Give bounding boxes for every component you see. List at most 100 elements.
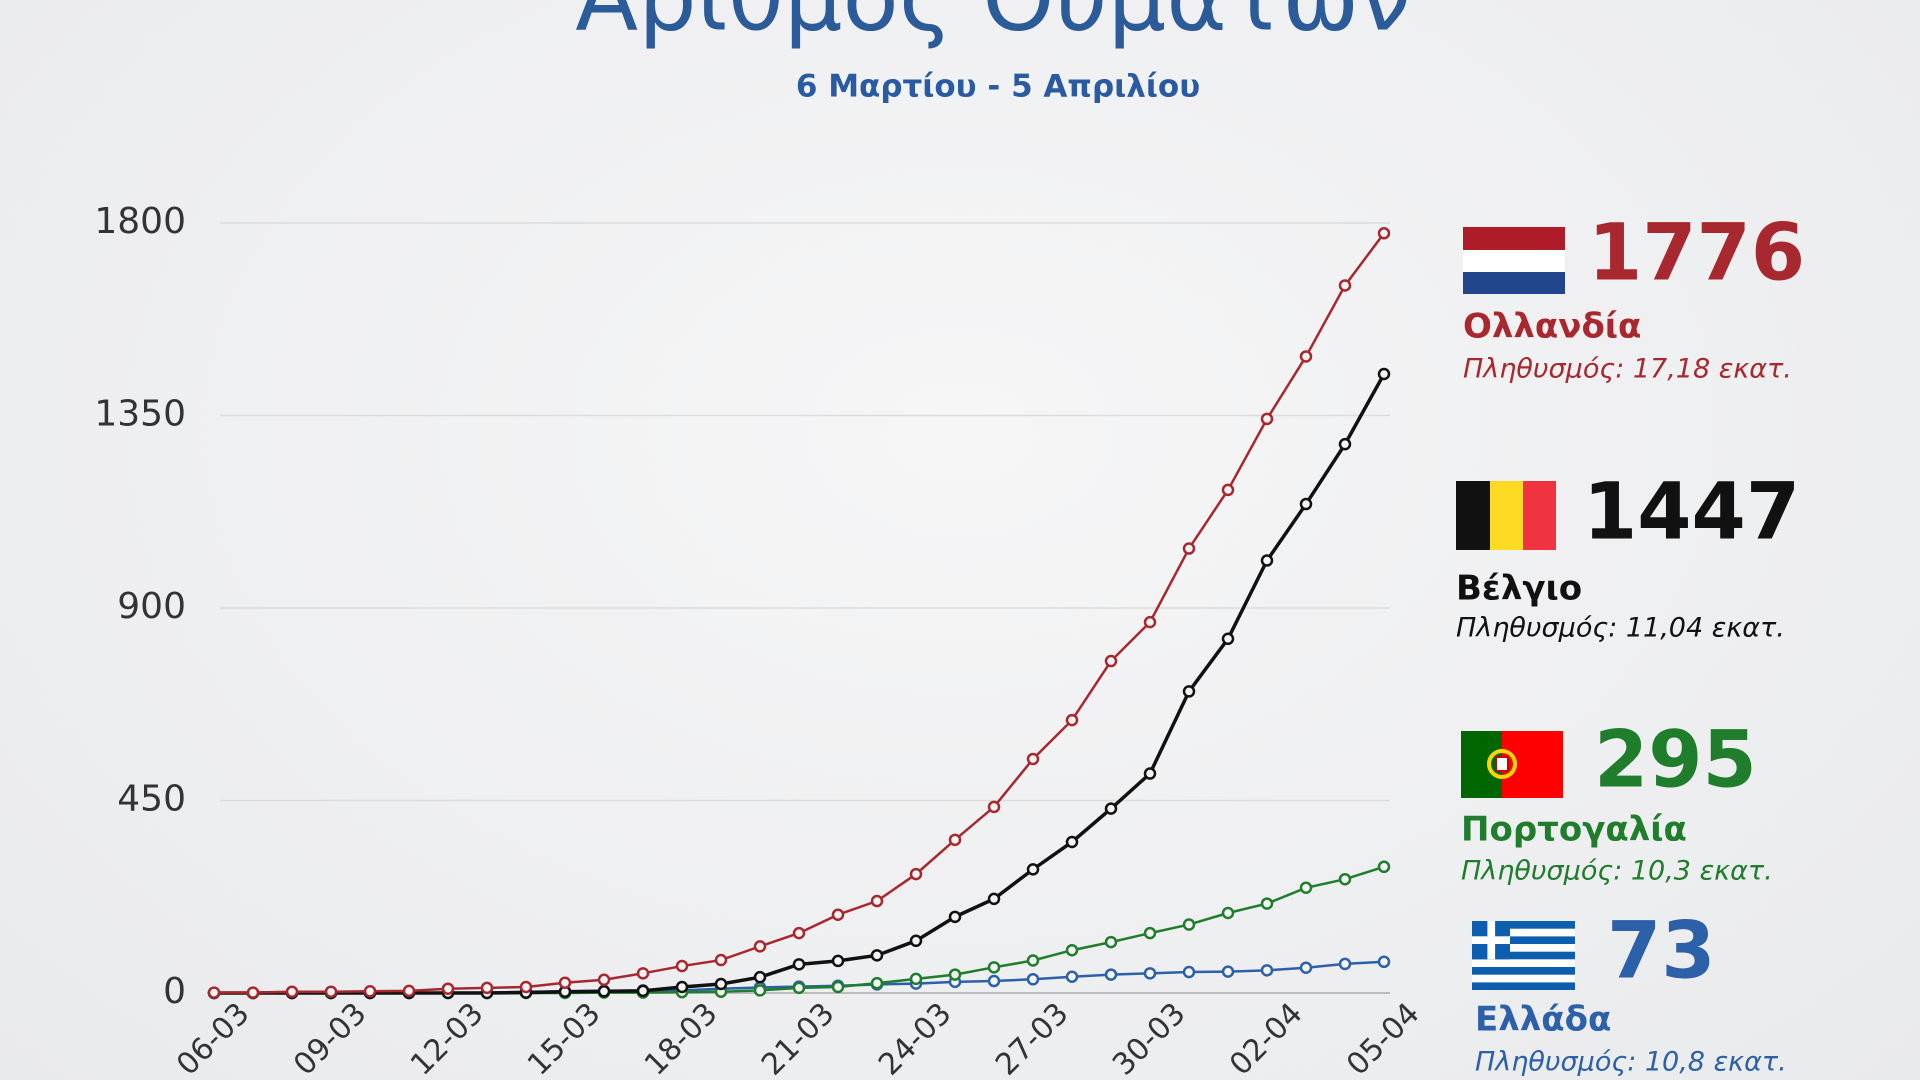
point xyxy=(948,833,962,847)
point xyxy=(1143,926,1157,940)
point xyxy=(1338,279,1352,292)
point xyxy=(1260,412,1274,426)
point xyxy=(1338,872,1352,886)
point xyxy=(987,800,1001,814)
total-label: 1776 xyxy=(1588,208,1805,298)
point xyxy=(1143,615,1157,629)
series-line xyxy=(214,232,1386,994)
x-tick-label: 24-03 xyxy=(872,996,958,1080)
point xyxy=(1377,860,1391,874)
point xyxy=(675,959,689,973)
y-tick-label: 0 xyxy=(163,971,186,1012)
flag-netherlands xyxy=(1463,227,1565,294)
point xyxy=(1104,935,1118,949)
point xyxy=(792,981,806,995)
point xyxy=(636,967,650,980)
point xyxy=(558,976,572,989)
point xyxy=(831,908,845,921)
point xyxy=(1260,897,1274,910)
legend-label: Πορτογαλία xyxy=(1461,810,1687,850)
point xyxy=(1260,554,1274,567)
point xyxy=(1026,954,1040,967)
point xyxy=(1221,906,1235,920)
series-line xyxy=(214,373,1386,995)
population-label: Πληθυσμός: 10,3 εκατ. xyxy=(1461,856,1773,887)
point xyxy=(987,961,1001,974)
flag-portugal xyxy=(1461,731,1563,798)
y-tick-label: 1800 xyxy=(94,201,186,242)
point xyxy=(753,940,767,953)
point xyxy=(1377,367,1391,381)
point xyxy=(1182,965,1196,979)
x-tick-label: 02-04 xyxy=(1223,996,1309,1080)
point xyxy=(324,985,338,998)
y-tick-label: 900 xyxy=(117,586,186,627)
point xyxy=(1026,752,1040,766)
point xyxy=(1104,802,1118,815)
point xyxy=(1299,961,1313,975)
total-label: 1447 xyxy=(1583,467,1800,557)
point xyxy=(870,976,884,990)
legend-label: Βέλγιο xyxy=(1456,569,1582,609)
point xyxy=(1221,632,1235,646)
point xyxy=(753,984,767,997)
point xyxy=(636,984,650,998)
point xyxy=(1338,437,1352,451)
point xyxy=(1065,943,1079,957)
x-tick-label: 12-03 xyxy=(404,996,490,1080)
point xyxy=(792,926,806,940)
y-tick-label: 450 xyxy=(117,779,186,820)
x-tick-label: 15-03 xyxy=(521,996,607,1080)
total-label: 295 xyxy=(1594,715,1757,805)
y-tick-label: 1350 xyxy=(94,394,186,435)
point xyxy=(948,968,962,981)
point xyxy=(1065,835,1079,849)
point xyxy=(480,981,494,995)
point xyxy=(831,980,845,994)
point xyxy=(285,985,299,998)
x-tick-label: 21-03 xyxy=(755,996,841,1080)
x-tick-label: 30-03 xyxy=(1106,996,1192,1080)
point xyxy=(207,986,221,999)
flag-greece xyxy=(1472,921,1575,990)
x-tick-label: 27-03 xyxy=(989,996,1075,1080)
point xyxy=(870,894,884,908)
point xyxy=(1299,350,1313,363)
point xyxy=(1338,957,1352,971)
population-label: Πληθυσμός: 10,8 εκατ. xyxy=(1475,1047,1787,1078)
point xyxy=(948,910,962,924)
point xyxy=(792,958,806,971)
point xyxy=(909,934,923,948)
flag-belgium xyxy=(1456,481,1556,550)
point xyxy=(1143,767,1157,780)
point xyxy=(831,954,845,968)
point xyxy=(1182,918,1196,931)
point xyxy=(1221,483,1235,497)
total-label: 73 xyxy=(1607,906,1716,996)
point xyxy=(1104,654,1118,668)
point xyxy=(1182,542,1196,555)
point xyxy=(1221,965,1235,978)
point xyxy=(909,867,923,881)
x-tick-label: 18-03 xyxy=(638,996,724,1080)
point xyxy=(987,892,1001,906)
point xyxy=(987,974,1001,988)
point xyxy=(1026,973,1040,986)
point xyxy=(1260,964,1274,977)
point xyxy=(675,980,689,994)
point xyxy=(870,949,884,962)
point xyxy=(909,972,923,986)
point xyxy=(1143,967,1157,980)
population-label: Πληθυσμός: 17,18 εκατ. xyxy=(1463,354,1792,385)
point xyxy=(402,984,416,998)
point xyxy=(519,980,533,994)
chart-title: Αριθμός Θυμάτων xyxy=(575,0,1410,51)
point xyxy=(714,953,728,967)
x-tick-label: 05-04 xyxy=(1340,996,1426,1080)
point xyxy=(753,970,767,984)
point xyxy=(714,977,728,991)
point xyxy=(1299,497,1313,511)
x-tick-label: 09-03 xyxy=(287,996,373,1080)
